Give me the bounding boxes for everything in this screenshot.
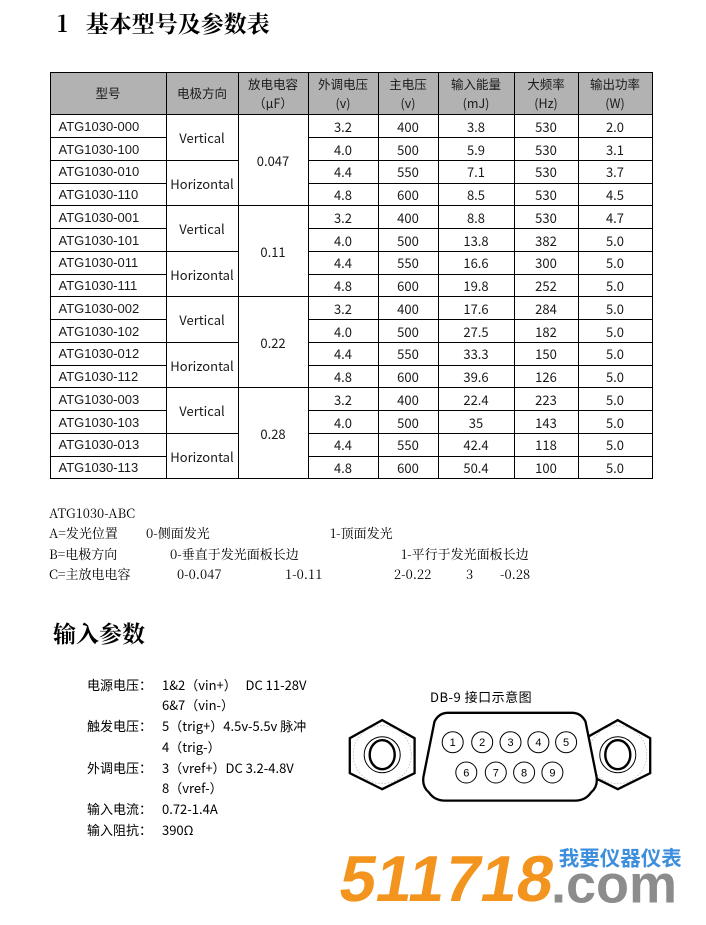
svg-text:.com: .com — [551, 855, 677, 915]
svg-text:511718: 511718 — [334, 842, 560, 914]
